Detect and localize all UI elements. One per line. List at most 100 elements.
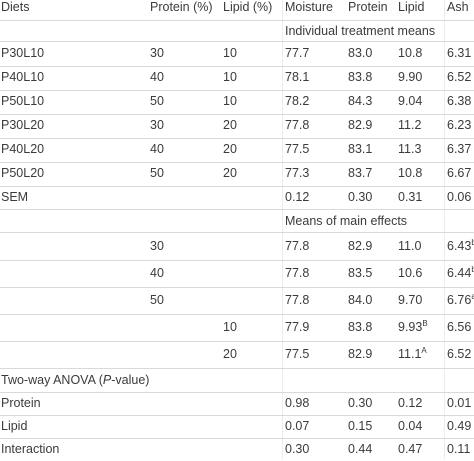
- anova-label: Interaction: [1, 442, 60, 456]
- header-protein-pct: Protein (%): [150, 0, 213, 14]
- protein-value: 83.1: [348, 142, 373, 156]
- lipid-value: 10.8: [398, 46, 423, 60]
- lipid-value: 0.47: [398, 442, 423, 456]
- table-row: 30 77.8 82.9 11.0 6.43b: [0, 233, 474, 261]
- anova-label: Lipid: [1, 419, 28, 433]
- moisture-value: 0.30: [285, 442, 310, 456]
- moisture-value: 77.9: [285, 320, 310, 334]
- lipid-pct-value: 10: [223, 94, 237, 108]
- ash-value: 6.38: [447, 94, 472, 108]
- table-row: Lipid 0.07 0.15 0.04 0.49: [0, 416, 474, 439]
- protein-pct-value: 30: [150, 118, 164, 132]
- header-lipid-pct: Lipid (%): [223, 0, 273, 14]
- sem-protein: 0.30: [348, 190, 373, 204]
- anova-label: Protein: [1, 396, 41, 410]
- moisture-value: 77.8: [285, 293, 310, 307]
- anova-title-row: Two-way ANOVA (P-value): [0, 368, 474, 393]
- lipid-value: 9.70: [398, 293, 423, 307]
- protein-value: 82.9: [348, 239, 373, 253]
- moisture-value: 77.5: [285, 142, 310, 156]
- table-row: P50L10 50 10 78.2 84.3 9.04 6.38: [0, 90, 474, 115]
- ash-value: 6.76a: [447, 291, 474, 307]
- section-heading-row: Means of main effects: [0, 210, 474, 233]
- table-row: Protein 0.98 0.30 0.12 0.01: [0, 393, 474, 416]
- lipid-value: 0.12: [398, 396, 423, 410]
- ash-value: 6.52: [447, 70, 472, 84]
- ash-value: 0.01: [447, 396, 472, 410]
- protein-value: 83.8: [348, 320, 373, 334]
- lipid-pct-value: 20: [223, 347, 237, 361]
- lipid-significance-letter: A: [421, 345, 427, 355]
- ash-value: 6.23: [447, 118, 472, 132]
- protein-value: 0.15: [348, 419, 373, 433]
- table-row: P40L20 40 20 77.5 83.1 11.3 6.37: [0, 138, 474, 163]
- protein-value: 82.9: [348, 347, 373, 361]
- moisture-value: 77.7: [285, 46, 310, 60]
- ash-value: 6.37: [447, 142, 472, 156]
- column-separator: [282, 0, 283, 459]
- lipid-value: 10.6: [398, 266, 423, 280]
- diet-name: P50L20: [1, 166, 45, 180]
- moisture-value: 0.07: [285, 419, 310, 433]
- header-protein: Protein: [348, 0, 388, 14]
- lipid-pct-value: 10: [223, 70, 237, 84]
- protein-value: 0.30: [348, 396, 373, 410]
- table-row: 10 77.9 83.8 9.93B 6.56: [0, 314, 474, 342]
- lipid-value: 9.04: [398, 94, 423, 108]
- moisture-value: 77.8: [285, 239, 310, 253]
- lipid-value: 9.90: [398, 70, 423, 84]
- table-row: P50L20 50 20 77.3 83.7 10.8 6.67: [0, 162, 474, 187]
- column-separator: [444, 0, 445, 459]
- protein-pct-value: 40: [150, 266, 164, 280]
- table-row: P30L20 30 20 77.8 82.9 11.2 6.23: [0, 114, 474, 139]
- ash-value: 0.11: [447, 442, 471, 456]
- ash-value: 6.31: [447, 46, 472, 60]
- lipid-value: 11.0: [398, 239, 422, 253]
- table-header: Diets Protein (%) Lipid (%) Moisture Pro…: [0, 0, 474, 21]
- lipid-value: 11.3: [398, 142, 422, 156]
- lipid-value: 11.2: [398, 118, 422, 132]
- sem-ash: 0.06: [447, 190, 472, 204]
- protein-pct-value: 50: [150, 94, 164, 108]
- ash-significance-letter: a: [471, 291, 474, 301]
- lipid-significance-letter: B: [422, 318, 428, 328]
- moisture-value: 77.3: [285, 166, 310, 180]
- header-ash: Ash: [447, 0, 469, 14]
- sem-moisture: 0.12: [285, 190, 310, 204]
- protein-pct-value: 40: [150, 142, 164, 156]
- section-individual-title: Individual treatment means: [285, 24, 436, 38]
- protein-pct-value: 30: [150, 46, 164, 60]
- protein-value: 83.0: [348, 46, 373, 60]
- lipid-value: 10.8: [398, 166, 423, 180]
- table-row: 20 77.5 82.9 11.1A 6.52: [0, 341, 474, 369]
- protein-value: 83.8: [348, 70, 373, 84]
- protein-pct-value: 40: [150, 70, 164, 84]
- sem-row: SEM 0.12 0.30 0.31 0.06: [0, 187, 474, 210]
- moisture-value: 0.98: [285, 396, 310, 410]
- ash-value: 6.56: [447, 320, 472, 334]
- moisture-value: 78.2: [285, 94, 310, 108]
- lipid-pct-value: 20: [223, 118, 237, 132]
- moisture-value: 77.8: [285, 118, 310, 132]
- diet-name: P50L10: [1, 94, 45, 108]
- lipid-value: 0.04: [398, 419, 423, 433]
- protein-value: 0.44: [348, 442, 373, 456]
- section-heading-row: Individual treatment means: [0, 21, 474, 42]
- lipid-pct-value: 20: [223, 166, 237, 180]
- sem-lipid: 0.31: [398, 190, 423, 204]
- diet-name: P40L10: [1, 70, 45, 84]
- lipid-pct-value: 10: [223, 46, 237, 60]
- diet-name: P30L10: [1, 46, 45, 60]
- moisture-value: 77.5: [285, 347, 310, 361]
- table-row: Interaction 0.30 0.44 0.47 0.11: [0, 439, 474, 461]
- lipid-value: 11.1A: [398, 345, 427, 361]
- diet-name: P30L20: [1, 118, 45, 132]
- lipid-pct-value: 20: [223, 142, 237, 156]
- table-row: 40 77.8 83.5 10.6 6.44b: [0, 260, 474, 288]
- ash-value: 0.49: [447, 419, 472, 433]
- protein-value: 83.5: [348, 266, 373, 280]
- header-moisture: Moisture: [285, 0, 333, 14]
- lipid-pct-value: 10: [223, 320, 237, 334]
- ash-significance-letter: b: [471, 237, 474, 247]
